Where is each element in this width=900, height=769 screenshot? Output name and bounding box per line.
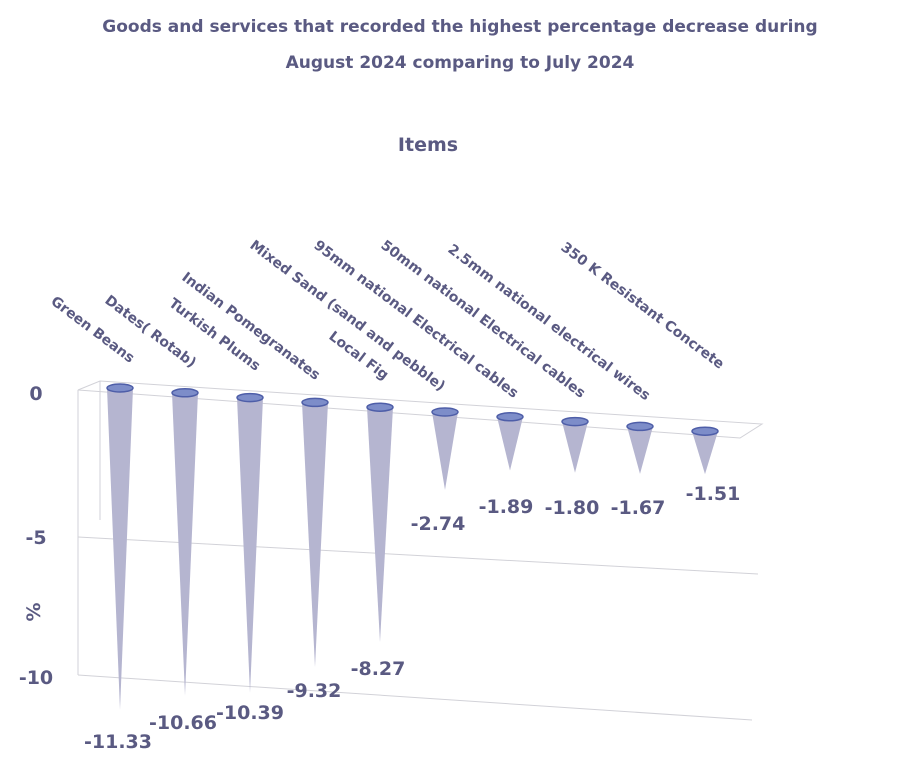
gridline--10 bbox=[77, 674, 753, 721]
cone-cap bbox=[366, 402, 394, 412]
y-axis-title: % bbox=[23, 602, 45, 621]
cone-body bbox=[497, 416, 523, 471]
value-label: -10.39 bbox=[216, 702, 284, 724]
value-label: -9.32 bbox=[287, 680, 342, 702]
value-label: -1.51 bbox=[686, 483, 741, 505]
cone-cap bbox=[236, 392, 264, 403]
cone-bar bbox=[626, 421, 654, 474]
cone-cap bbox=[431, 407, 459, 417]
cone-cap bbox=[561, 416, 589, 427]
cone-bar bbox=[236, 392, 264, 693]
cone-bars bbox=[106, 383, 719, 710]
y-tick-label: -5 bbox=[25, 527, 46, 549]
value-label: -10.66 bbox=[149, 712, 217, 734]
cone-cap bbox=[691, 426, 719, 436]
y-tick-label: 0 bbox=[29, 383, 42, 405]
cone-body bbox=[367, 407, 393, 643]
cone-cap bbox=[496, 412, 524, 422]
cone-cap bbox=[626, 421, 654, 432]
cone-cap bbox=[171, 388, 199, 398]
x-axis-title: Items bbox=[398, 134, 458, 156]
value-label: -2.74 bbox=[411, 513, 466, 535]
cone-bar bbox=[496, 412, 524, 471]
cone-body bbox=[107, 388, 133, 710]
cone-body bbox=[432, 412, 458, 490]
value-label: -8.27 bbox=[351, 658, 406, 680]
value-label: -1.89 bbox=[479, 496, 534, 518]
cone-body bbox=[562, 421, 588, 473]
cone-bar bbox=[431, 407, 459, 490]
cone-cap bbox=[106, 383, 134, 393]
y-tick-label: -10 bbox=[19, 667, 53, 689]
cone-body bbox=[692, 431, 718, 475]
cone-body bbox=[237, 397, 263, 693]
value-label: -1.67 bbox=[611, 497, 666, 519]
cone-body bbox=[172, 392, 198, 696]
chart-title-line-2: August 2024 comparing to July 2024 bbox=[286, 53, 635, 73]
value-label: -11.33 bbox=[84, 731, 152, 753]
cone-body bbox=[302, 402, 328, 668]
chart-title-line-1: Goods and services that recorded the hig… bbox=[102, 17, 817, 37]
cone-bar bbox=[691, 426, 719, 475]
value-label: -1.80 bbox=[545, 497, 600, 519]
y-tick-labels: 0 -5 -10 bbox=[19, 383, 53, 689]
cone-bar bbox=[366, 402, 394, 643]
cone-bar bbox=[106, 383, 134, 710]
cone-bar bbox=[171, 388, 199, 696]
cone-bar bbox=[561, 416, 589, 473]
cone-bar bbox=[301, 397, 329, 668]
cone-body bbox=[627, 426, 653, 474]
cone-cap bbox=[301, 397, 329, 408]
value-labels: -11.33-10.66 -10.39-9.32 -8.27 -2.74 -1.89 -1… bbox=[84, 483, 740, 753]
